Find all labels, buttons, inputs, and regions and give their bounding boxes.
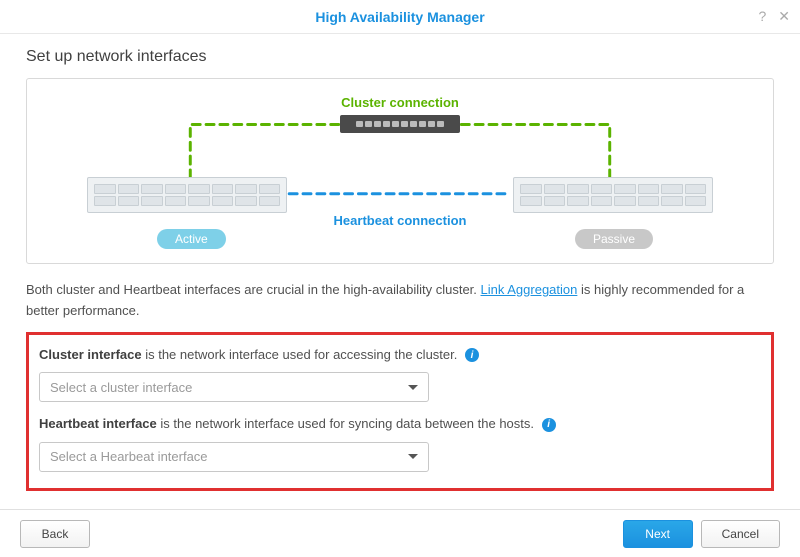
info-icon[interactable]: i <box>542 418 556 432</box>
window-controls: ? ✕ <box>758 8 790 25</box>
cancel-button[interactable]: Cancel <box>701 520 780 548</box>
heartbeat-interface-label-rest: is the network interface used for syncin… <box>157 416 534 431</box>
footer-bar: Back Next Cancel <box>0 509 800 557</box>
heartbeat-connection-label: Heartbeat connection <box>27 213 773 228</box>
link-aggregation-link[interactable]: Link Aggregation <box>481 282 578 297</box>
cluster-interface-select[interactable]: Select a cluster interface <box>39 372 429 402</box>
chevron-down-icon <box>408 385 418 390</box>
heartbeat-interface-label-bold: Heartbeat interface <box>39 416 157 431</box>
passive-role-badge: Passive <box>575 229 653 249</box>
cluster-interface-label-rest: is the network interface used for access… <box>142 347 458 362</box>
next-button[interactable]: Next <box>623 520 693 548</box>
window-title: High Availability Manager <box>315 9 484 25</box>
content-area: Set up network interfaces Cluster connec… <box>0 34 800 491</box>
window-header: High Availability Manager ? ✕ <box>0 0 800 34</box>
network-switch-icon <box>340 115 460 133</box>
active-role-badge: Active <box>157 229 226 249</box>
cluster-interface-placeholder: Select a cluster interface <box>50 380 192 395</box>
help-icon[interactable]: ? <box>758 8 766 25</box>
heartbeat-interface-placeholder: Select a Hearbeat interface <box>50 449 208 464</box>
close-icon[interactable]: ✕ <box>778 8 790 25</box>
heartbeat-interface-select[interactable]: Select a Hearbeat interface <box>39 442 429 472</box>
chevron-down-icon <box>408 454 418 459</box>
network-diagram: Cluster connection Heartbeat connection … <box>26 78 774 264</box>
description-before: Both cluster and Heartbeat interfaces ar… <box>26 282 481 297</box>
heartbeat-interface-label: Heartbeat interface is the network inter… <box>39 414 761 434</box>
cluster-interface-label-bold: Cluster interface <box>39 347 142 362</box>
highlighted-interface-section: Cluster interface is the network interfa… <box>26 332 774 491</box>
cluster-interface-label: Cluster interface is the network interfa… <box>39 345 761 365</box>
passive-server-icon <box>513 177 713 213</box>
active-server-icon <box>87 177 287 213</box>
page-title: Set up network interfaces <box>26 48 774 66</box>
cluster-connection-label: Cluster connection <box>27 95 773 110</box>
back-button[interactable]: Back <box>20 520 90 548</box>
info-icon[interactable]: i <box>465 348 479 362</box>
description-text: Both cluster and Heartbeat interfaces ar… <box>26 280 774 322</box>
